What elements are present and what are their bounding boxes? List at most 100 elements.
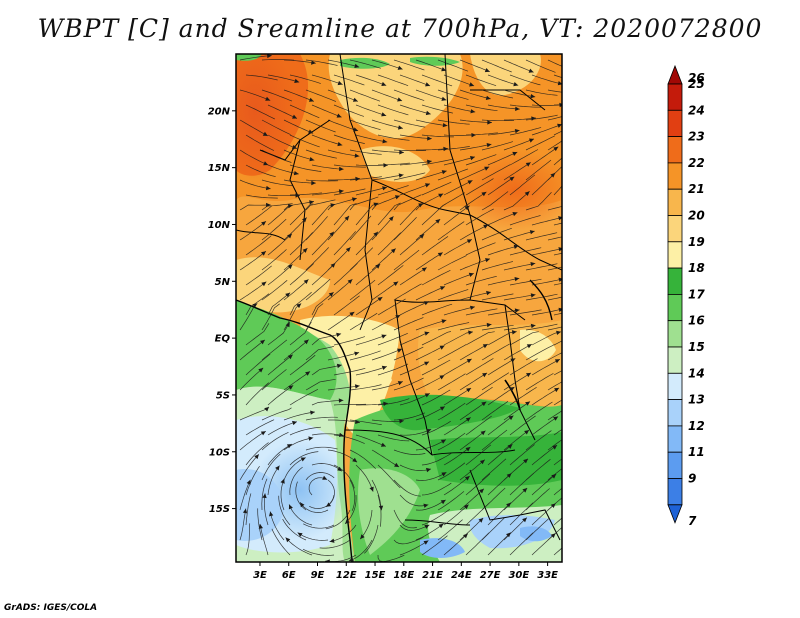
- streamline: [349, 59, 381, 69]
- streamline: [305, 247, 329, 271]
- streamline: [503, 401, 531, 421]
- streamline-arrow: [530, 323, 536, 329]
- streamline-arrow: [465, 447, 471, 452]
- streamline: [531, 444, 558, 466]
- streamline: [261, 369, 287, 391]
- streamline: [465, 308, 498, 316]
- streamline: [239, 479, 251, 511]
- streamline: [355, 434, 387, 447]
- streamline-arrow: [265, 96, 271, 101]
- streamline: [487, 532, 512, 556]
- streamline: [267, 421, 298, 436]
- colorbar-cell: [667, 451, 683, 479]
- streamline: [503, 294, 536, 301]
- streamline: [525, 344, 555, 361]
- streamline: [459, 488, 485, 511]
- streamline-arrow: [482, 344, 488, 349]
- lon-tick-label: 21E: [422, 570, 443, 581]
- streamline: [487, 151, 518, 166]
- streamline: [305, 216, 328, 241]
- streamline: [393, 346, 424, 361]
- streamline: [311, 364, 342, 376]
- streamline-arrow: [574, 111, 579, 115]
- streamline-arrow: [354, 384, 360, 389]
- streamline: [415, 286, 446, 301]
- streamline: [399, 233, 425, 256]
- streamline: [289, 104, 320, 119]
- streamline: [415, 406, 446, 421]
- streamline-arrow: [568, 460, 573, 465]
- streamline: [509, 473, 534, 496]
- streamline-arrow: [338, 189, 344, 194]
- streamline: [481, 141, 514, 151]
- colorbar-label: 21: [688, 182, 705, 196]
- streamline: [393, 89, 425, 101]
- streamline: [377, 363, 409, 376]
- streamline-arrow: [571, 374, 576, 378]
- streamline-arrow: [471, 133, 476, 138]
- streamline: [509, 502, 534, 526]
- streamline: [245, 493, 252, 526]
- streamline-arrow: [423, 540, 429, 545]
- streamline-arrow: [510, 358, 516, 363]
- streamline-arrow: [552, 445, 558, 450]
- streamline: [245, 235, 272, 256]
- streamline-arrow: [470, 109, 476, 114]
- streamline-arrow: [265, 185, 271, 191]
- streamline: [377, 554, 405, 562]
- streamline: [421, 181, 452, 196]
- streamline: [421, 104, 453, 114]
- lat-tick-label: 5S: [216, 390, 230, 401]
- streamline: [465, 275, 497, 286]
- streamline-arrow: [558, 277, 562, 282]
- map-frame: [235, 53, 563, 563]
- streamline: [283, 201, 315, 211]
- streamline: [481, 458, 507, 481]
- colorbar-cell: [667, 478, 683, 506]
- streamline: [437, 402, 466, 421]
- lat-tick-label: 15N: [208, 163, 231, 174]
- streamline: [503, 162, 531, 181]
- streamline: [531, 387, 560, 406]
- streamline: [547, 326, 562, 331]
- streamline: [305, 199, 336, 211]
- streamline: [311, 333, 342, 346]
- streamline: [239, 89, 271, 101]
- streamline: [481, 59, 512, 73]
- streamline: [371, 348, 403, 361]
- streamline-arrow: [354, 63, 360, 68]
- streamline-arrow: [567, 519, 572, 524]
- streamline: [443, 358, 472, 376]
- streamline-arrow: [355, 176, 360, 182]
- streamline: [421, 303, 453, 316]
- streamline-arrow: [439, 345, 445, 350]
- streamline: [267, 264, 293, 286]
- streamline: [245, 442, 269, 466]
- streamline-arrow: [483, 224, 489, 229]
- streamline-arrow: [481, 401, 487, 407]
- streamline-arrow: [267, 54, 272, 59]
- streamline: [261, 407, 292, 421]
- streamline: [421, 331, 451, 346]
- streamline: [283, 247, 308, 271]
- streamline-arrow: [381, 81, 387, 86]
- streamline: [305, 346, 334, 361]
- streamline-arrow: [523, 458, 528, 464]
- colorbar-cell: [667, 346, 683, 374]
- streamline-arrow: [260, 339, 265, 345]
- streamline-arrow: [511, 330, 517, 335]
- streamline-arrow: [355, 419, 360, 424]
- streamline: [399, 524, 430, 531]
- streamline: [261, 59, 295, 61]
- streamline: [239, 55, 272, 61]
- streamline: [349, 479, 356, 511]
- streamline-arrow: [418, 203, 424, 208]
- streamline-arrow: [287, 354, 293, 360]
- streamline: [283, 339, 309, 361]
- streamline: [355, 186, 388, 196]
- streamline: [271, 528, 291, 556]
- streamline: [437, 432, 466, 451]
- streamline-arrow: [262, 131, 268, 136]
- streamline-arrow: [512, 151, 518, 156]
- streamline: [443, 306, 475, 316]
